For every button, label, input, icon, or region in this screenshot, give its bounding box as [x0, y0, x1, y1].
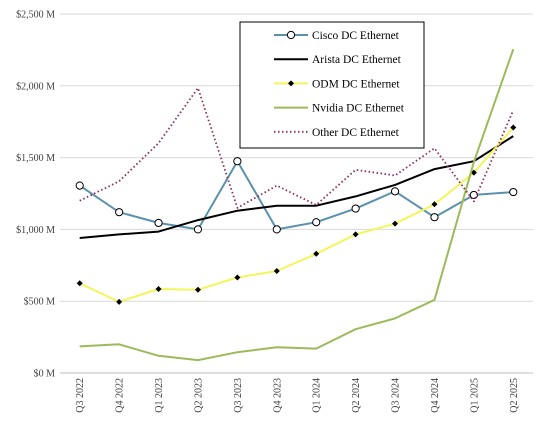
- x-tick-label: Q3 2022: [75, 378, 86, 413]
- y-tick-label: $500 M: [24, 297, 56, 308]
- legend-label: Nvidia DC Ethernet: [312, 103, 405, 115]
- data-point: [351, 204, 360, 213]
- y-tick-label: $1,000 M: [16, 225, 55, 236]
- series-line: [79, 87, 515, 209]
- x-tick-label: Q1 2023: [154, 378, 165, 413]
- series-odm-dc-ethernet: [76, 124, 517, 305]
- series-other-dc-ethernet: [79, 87, 515, 209]
- legend-marker: [286, 30, 296, 40]
- x-tick-label: Q3 2024: [391, 378, 402, 413]
- data-point: [193, 225, 203, 234]
- x-tick-label: Q4 2023: [272, 378, 283, 413]
- legend-entry: ODM DC Ethernet: [274, 78, 400, 90]
- x-tick-label: Q1 2024: [312, 378, 323, 413]
- data-point: [76, 280, 83, 287]
- legend-marker: [288, 80, 294, 87]
- legend-entry: Other DC Ethernet: [274, 127, 400, 139]
- legend-label: Arista DC Ethernet: [312, 54, 402, 66]
- data-point: [154, 218, 163, 228]
- legend-entry: Arista DC Ethernet: [274, 54, 402, 66]
- series-nvidia-dc-ethernet: [79, 48, 515, 362]
- x-tick-label: Q4 2024: [430, 378, 441, 413]
- data-point: [509, 187, 518, 197]
- data-point: [155, 285, 162, 292]
- data-point: [390, 187, 400, 196]
- series-lines: [75, 48, 518, 362]
- x-tick-label: Q2 2025: [509, 378, 520, 413]
- data-point: [75, 181, 84, 190]
- series-arista-dc-ethernet: [79, 135, 514, 239]
- legend-entry: Nvidia DC Ethernet: [274, 103, 405, 115]
- x-tick-label: Q2 2024: [351, 378, 362, 413]
- data-point: [194, 286, 201, 293]
- y-tick-label: $2,000 M: [16, 81, 55, 92]
- legend-box: [239, 21, 425, 149]
- data-point: [233, 157, 242, 166]
- data-point: [510, 124, 517, 131]
- legend-label: Other DC Ethernet: [312, 127, 400, 139]
- legend-entry: Cisco DC Ethernet: [274, 30, 400, 42]
- data-point: [313, 250, 320, 257]
- x-tick-label: Q3 2023: [233, 378, 244, 413]
- legend: Cisco DC Ethernet Arista DC Ethernet ODM D…: [239, 21, 425, 149]
- y-tick-label: $0 M: [34, 369, 56, 380]
- x-tick-label: Q2 2023: [193, 378, 204, 413]
- data-point: [392, 220, 399, 227]
- x-tick-label: Q1 2025: [469, 378, 480, 413]
- data-point: [430, 213, 439, 222]
- y-tick-label: $2,500 M: [16, 10, 55, 21]
- series-cisco-dc-ethernet: [75, 157, 518, 234]
- legend-label: ODM DC Ethernet: [312, 78, 400, 90]
- data-point: [234, 274, 241, 281]
- data-point: [272, 225, 281, 234]
- data-point: [116, 298, 123, 305]
- series-line: [79, 126, 515, 303]
- series-line: [79, 160, 514, 231]
- data-point: [273, 268, 280, 275]
- series-line: [79, 135, 514, 239]
- data-point: [431, 201, 438, 208]
- data-point: [352, 231, 359, 238]
- y-axis-ticks: $0 M $500 M $1,000 M $1,500 M $2,000 M $2,500…: [16, 10, 55, 380]
- legend-label: Cisco DC Ethernet: [312, 30, 400, 42]
- y-tick-label: $1,500 M: [16, 153, 55, 164]
- x-axis-ticks: Q3 2022 Q4 2022 Q1 2023 Q2 2023 Q3 2023 Q4 20…: [75, 378, 520, 413]
- data-point: [115, 208, 124, 217]
- data-point: [312, 218, 321, 227]
- x-tick-label: Q4 2022: [115, 378, 126, 413]
- series-line: [79, 48, 515, 362]
- data-point: [470, 169, 477, 176]
